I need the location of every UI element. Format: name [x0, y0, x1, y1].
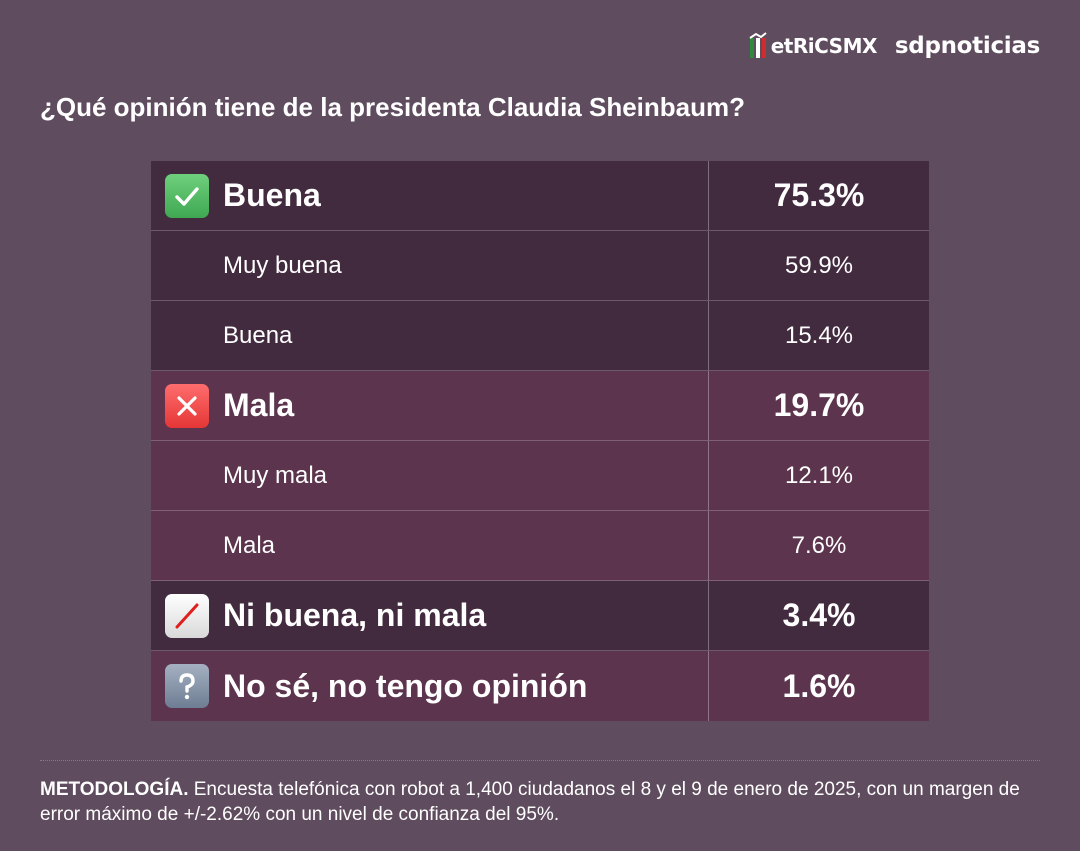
row-value: 59.9%: [784, 251, 854, 279]
row-value: 3.4%: [782, 597, 856, 633]
table-row: Muy mala 12.1%: [151, 441, 929, 511]
table-row: Muy buena 59.9%: [151, 231, 929, 301]
row-value: 75.3%: [773, 177, 865, 213]
table-row: Ni buena, ni mala 3.4%: [151, 581, 929, 651]
results-table: Buena 75.3% Muy buena 59.9% Buena 15.4% Mala 19…: [151, 161, 929, 721]
sdpnoticias-logo: sdpnoticias: [894, 33, 1040, 59]
row-value: 12.1%: [784, 461, 854, 489]
row-value: 7.6%: [791, 531, 847, 559]
question-mark-icon: [165, 664, 209, 708]
row-value: 19.7%: [773, 387, 865, 423]
check-mark-icon: [165, 173, 209, 218]
row-label: Muy mala: [223, 461, 328, 489]
row-label: Ni buena, ni mala: [223, 597, 487, 633]
methodology-text: Encuesta telefónica con robot a 1,400 ci…: [40, 779, 1020, 825]
slash-icon: [165, 593, 209, 638]
metrics-mx-logo-icon: [749, 32, 767, 58]
footer-divider: [40, 760, 1040, 761]
row-label-cell: Buena: [151, 301, 709, 370]
row-value: 1.6%: [782, 667, 856, 704]
table-row: Buena 15.4%: [151, 301, 929, 371]
page-title: ¿Qué opinión tiene de la presidenta Clau…: [40, 92, 745, 122]
table-row: No sé, no tengo opinión 1.6%: [151, 651, 929, 721]
metrics-mx-logo: etRiCSMX: [749, 32, 877, 60]
row-label: Buena: [223, 321, 293, 349]
table-row: Buena 75.3%: [151, 161, 929, 231]
row-label-cell: Mala: [151, 511, 709, 580]
row-label: No sé, no tengo opinión: [223, 667, 588, 704]
table-row: Mala 19.7%: [151, 371, 929, 441]
row-label-cell: Ni buena, ni mala: [151, 581, 709, 650]
row-label-cell: Muy mala: [151, 441, 709, 510]
cross-mark-icon: [165, 383, 209, 428]
methodology-label: METODOLOGÍA.: [40, 779, 189, 800]
methodology-note: METODOLOGÍA. Encuesta telefónica con rob…: [40, 777, 1040, 827]
row-label: Mala: [223, 531, 276, 559]
row-label-cell: Buena: [151, 161, 709, 230]
row-label-cell: Muy buena: [151, 231, 709, 300]
header-logos: etRiCSMX sdpnoticias: [749, 32, 1040, 60]
row-label: Buena: [223, 177, 321, 213]
row-value: 15.4%: [784, 321, 854, 349]
table-row: Mala 7.6%: [151, 511, 929, 581]
row-label: Muy buena: [223, 251, 342, 279]
row-label: Mala: [223, 387, 295, 423]
row-label-cell: No sé, no tengo opinión: [151, 651, 709, 721]
row-label-cell: Mala: [151, 371, 709, 440]
metrics-mx-wordmark: etRiCSMX: [770, 34, 878, 58]
